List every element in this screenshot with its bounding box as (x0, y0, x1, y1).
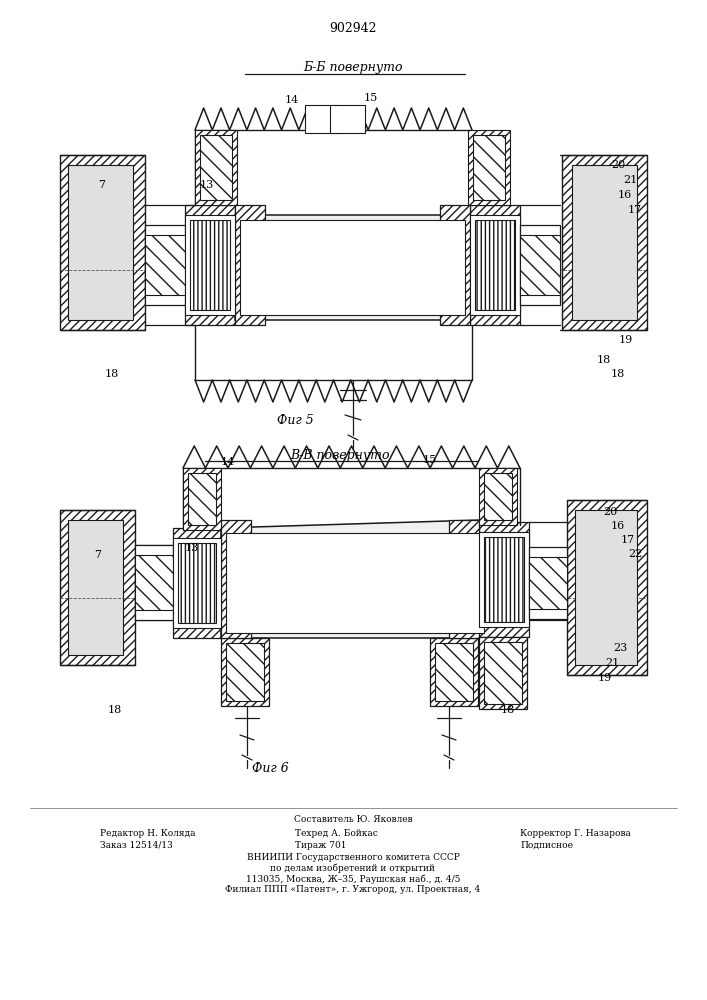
Bar (135, 555, 173, 610)
Text: 18: 18 (501, 705, 515, 715)
Text: Подписное: Подписное (520, 840, 573, 850)
Bar (529, 557, 567, 609)
Bar (468, 130, 510, 205)
Bar (200, 135, 232, 200)
Bar (435, 643, 473, 701)
Bar (575, 510, 637, 665)
Bar (178, 543, 216, 623)
Text: 902942: 902942 (329, 21, 377, 34)
Text: 16: 16 (611, 521, 625, 531)
Bar (226, 643, 264, 701)
Bar (240, 220, 465, 315)
Text: 16: 16 (618, 190, 632, 200)
Text: Редактор Н. Коляда: Редактор Н. Коляда (100, 828, 196, 838)
Text: 20: 20 (603, 507, 617, 517)
Bar (195, 130, 237, 205)
Text: Тираж 701: Тираж 701 (295, 840, 346, 850)
Bar (185, 215, 235, 315)
Bar (235, 205, 265, 325)
Bar (520, 225, 560, 305)
Bar (221, 520, 251, 638)
Text: 18: 18 (597, 355, 611, 365)
Bar (190, 220, 230, 310)
Bar (135, 545, 173, 620)
Text: Заказ 12514/13: Заказ 12514/13 (100, 840, 173, 850)
Text: 7: 7 (95, 550, 102, 560)
Text: 21: 21 (623, 175, 637, 185)
Text: 18: 18 (108, 705, 122, 715)
Text: 19: 19 (598, 673, 612, 683)
Bar (479, 532, 529, 627)
Bar (330, 105, 365, 133)
Bar (430, 638, 478, 706)
Bar (68, 165, 133, 320)
Text: Фиг 6: Фиг 6 (252, 762, 288, 774)
Bar (145, 225, 185, 305)
Bar (60, 155, 145, 330)
Text: 23: 23 (613, 643, 627, 653)
Bar (572, 165, 637, 320)
Bar (529, 547, 567, 619)
Bar (470, 205, 520, 325)
Text: 14: 14 (285, 95, 299, 105)
Bar (470, 215, 520, 315)
Text: 14: 14 (221, 457, 235, 467)
Bar (185, 205, 235, 325)
Bar (479, 522, 529, 637)
Bar (484, 537, 524, 622)
Bar (562, 155, 647, 330)
Bar (305, 105, 340, 133)
Bar (520, 235, 560, 295)
Text: Техред А. Бойкас: Техред А. Бойкас (295, 828, 378, 838)
Bar (60, 510, 135, 665)
Text: 18: 18 (105, 369, 119, 379)
Text: Б-Б повернуто: Б-Б повернуто (303, 62, 403, 75)
Text: ВНИИПИ Государственного комитета СССР: ВНИИПИ Государственного комитета СССР (247, 852, 460, 861)
Text: 20: 20 (611, 160, 625, 170)
Text: 7: 7 (98, 180, 105, 190)
Text: 15: 15 (364, 93, 378, 103)
Text: 18: 18 (611, 369, 625, 379)
Text: 21: 21 (605, 658, 619, 668)
Bar (68, 520, 123, 655)
Text: 17: 17 (628, 205, 642, 215)
Bar (183, 468, 221, 530)
Bar (484, 642, 522, 704)
Text: 17: 17 (621, 535, 635, 545)
Bar (479, 468, 517, 525)
Text: 13: 13 (200, 180, 214, 190)
Text: Корректор Г. Назарова: Корректор Г. Назарова (520, 828, 631, 838)
Bar (475, 220, 515, 310)
Text: Филиал ППП «Патент», г. Ужгород, ул. Проектная, 4: Филиал ППП «Патент», г. Ужгород, ул. Про… (226, 886, 481, 894)
Bar (145, 235, 185, 295)
Bar (479, 637, 527, 709)
Text: 13: 13 (185, 543, 199, 553)
Bar (567, 500, 647, 675)
Polygon shape (221, 520, 490, 638)
Text: Составитель Ю. Яковлев: Составитель Ю. Яковлев (293, 816, 412, 824)
Text: 15: 15 (423, 455, 437, 465)
Text: 22: 22 (628, 549, 642, 559)
Text: 19: 19 (619, 335, 633, 345)
Bar (440, 205, 470, 325)
Text: по делам изобретений и открытий: по делам изобретений и открытий (271, 863, 436, 873)
Bar (235, 215, 470, 320)
Bar (188, 473, 216, 525)
Bar (484, 473, 512, 520)
Text: Фиг 5: Фиг 5 (276, 414, 313, 426)
Bar (473, 135, 505, 200)
Text: В-В повернуто: В-В повернуто (291, 448, 390, 462)
Bar (221, 638, 269, 706)
Bar (173, 538, 221, 628)
Bar (226, 533, 484, 633)
Text: 113035, Москва, Ж–35, Раушская наб., д. 4/5: 113035, Москва, Ж–35, Раушская наб., д. … (246, 874, 460, 884)
Bar (449, 520, 479, 638)
Bar (173, 528, 221, 638)
